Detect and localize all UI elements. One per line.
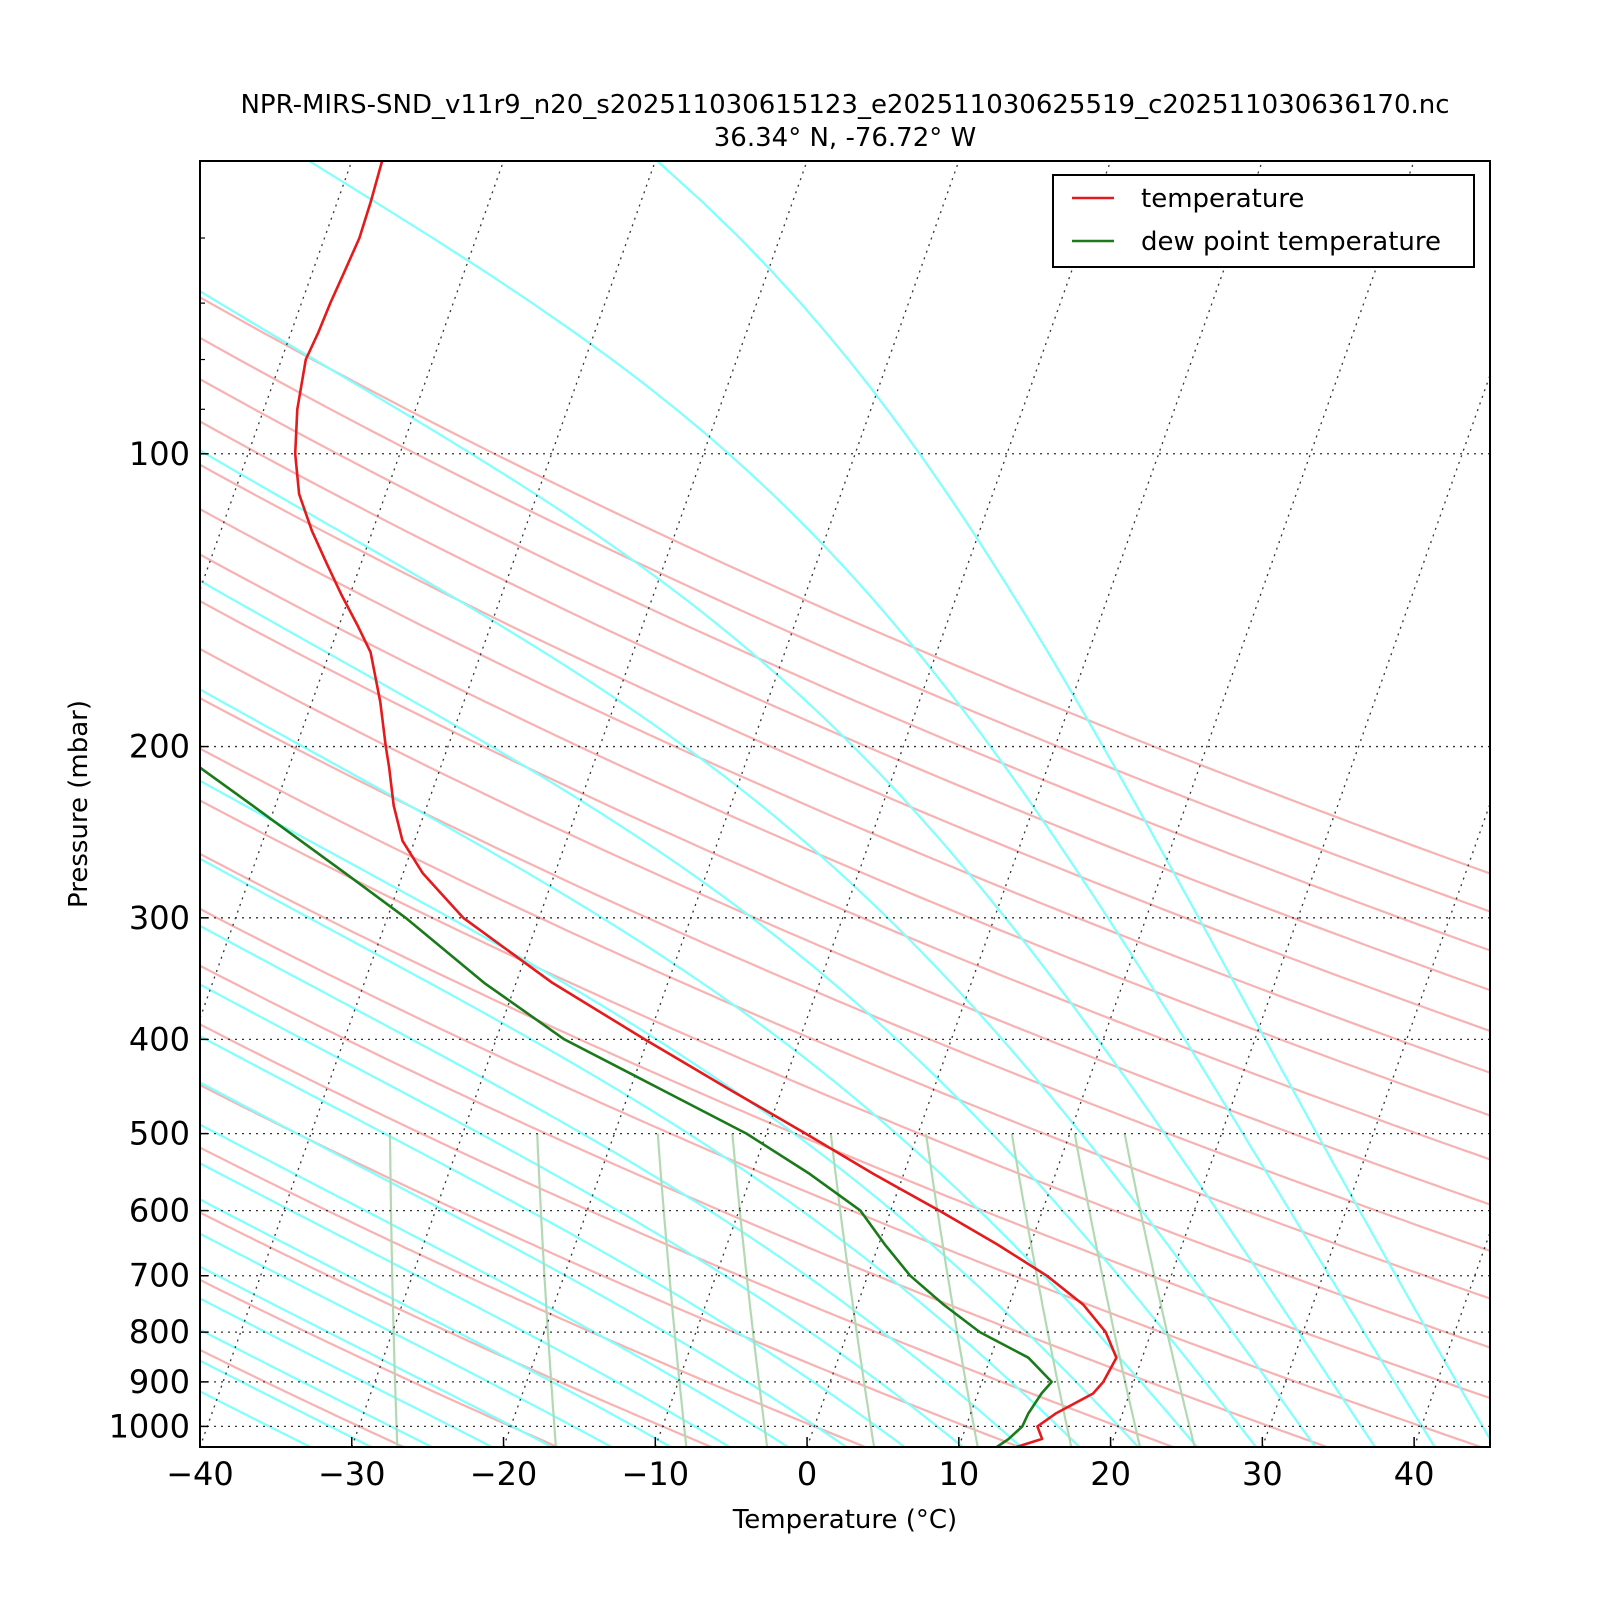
dry-adiabat-line — [200, 747, 1490, 1300]
legend-label-temperature: temperature — [1141, 184, 1304, 214]
plot-frame — [199, 160, 1491, 1448]
y-axis: 100 200 300 400 500 600 700 800 900 1000 — [109, 160, 208, 1445]
isotherm-line — [200, 161, 201, 163]
y-tick-label: 1000 — [109, 1407, 190, 1445]
dry-adiabat-line — [200, 420, 1490, 992]
mixing-ratio-line — [924, 1133, 979, 1447]
mixing-ratio-line — [1073, 1133, 1142, 1447]
dry-adiabat-line — [200, 599, 1490, 1161]
temperature-line — [293, 161, 1118, 1447]
moist-adiabat-line — [200, 290, 1376, 1447]
isotherm-line — [502, 161, 960, 1447]
moist-adiabat-line — [308, 161, 1436, 1447]
moist-adiabat-line — [200, 1328, 433, 1447]
x-tick-label: 30 — [1242, 1455, 1283, 1493]
isotherm-line — [1261, 802, 1490, 1447]
mixing-ratio-line — [388, 1133, 399, 1447]
moist-adiabat-line — [656, 161, 1490, 1442]
dry-adiabat-line — [200, 296, 1490, 875]
data-series — [200, 161, 1118, 1447]
legend-box — [1052, 174, 1475, 268]
x-tick-label: 10 — [938, 1455, 979, 1493]
dry-adiabat-line — [200, 1146, 866, 1447]
dry-adiabat-line — [200, 696, 1490, 1253]
y-tick-label: 100 — [129, 435, 190, 473]
x-axis: −40 −30 −20 −10 0 10 20 30 40 — [166, 1437, 1434, 1493]
x-tick-label: 20 — [1090, 1455, 1131, 1493]
moist-adiabat-line — [200, 1297, 493, 1447]
moist-adiabat-line — [200, 857, 1081, 1447]
mixing-ratio-line — [731, 1133, 769, 1447]
x-tick-label: −40 — [166, 1455, 234, 1493]
moist-adiabat-line — [200, 579, 1257, 1447]
moist-adiabat-line — [200, 449, 1317, 1447]
y-tick-label: 700 — [129, 1257, 190, 1295]
dry-adiabat-line — [200, 852, 1490, 1400]
y-axis-label: Pressure (mbar) — [64, 700, 94, 908]
y-tick-label: 900 — [129, 1363, 190, 1401]
moist-adiabat-line — [200, 688, 1198, 1447]
moist-adiabat-line — [200, 1265, 553, 1447]
x-tick-label: 40 — [1394, 1455, 1435, 1493]
moist-adiabat-line — [200, 983, 964, 1447]
x-tick-label: −10 — [622, 1455, 690, 1493]
dry-adiabat-line — [200, 1211, 712, 1447]
isotherm-line — [654, 161, 1112, 1447]
dry-adiabat-line — [200, 1023, 1174, 1447]
background-lines — [0, 161, 1600, 1447]
mixing-ratio-line — [829, 1133, 876, 1447]
moist-adiabat-line — [200, 1359, 372, 1447]
x-axis-label: Temperature (°C) — [732, 1505, 957, 1535]
moist-adiabat-line — [200, 1232, 612, 1447]
chart-title: NPR-MIRS-SND_v11r9_n20_s202511030615123_… — [240, 90, 1449, 120]
chart-subtitle: 36.34° N, -76.72° W — [714, 123, 976, 153]
moist-adiabat-line — [200, 1162, 730, 1447]
mixing-ratio-line — [1010, 1133, 1073, 1447]
x-tick-label: −20 — [470, 1455, 538, 1493]
isotherm-line — [806, 161, 1263, 1447]
y-tick-label: 500 — [129, 1115, 190, 1153]
mixing-ratio-line — [656, 1133, 688, 1447]
dry-adiabat-line — [200, 463, 1490, 1033]
mixing-ratio-line — [1123, 1133, 1196, 1447]
moist-adiabat-line — [200, 779, 1139, 1447]
dry-adiabat-line — [200, 964, 1328, 1447]
moist-adiabat-line — [200, 924, 1022, 1447]
dry-adiabat-line — [200, 336, 1490, 913]
y-tick-label: 800 — [129, 1313, 190, 1351]
x-tick-label: 0 — [797, 1455, 817, 1493]
dry-adiabat-line — [200, 507, 1490, 1074]
moist-adiabat-line — [200, 1034, 906, 1447]
dry-adiabat-line — [200, 907, 1482, 1447]
dry-adiabat-line — [200, 1348, 405, 1447]
isotherm-line — [1413, 1230, 1490, 1447]
isotherm-line — [200, 161, 353, 592]
dry-adiabat-line — [200, 1083, 1020, 1447]
legend-label-dewpoint: dew point temperature — [1141, 227, 1441, 257]
y-tick-label: 200 — [129, 728, 190, 766]
isotherm-line — [200, 161, 505, 1021]
moist-adiabat-line — [200, 1081, 847, 1447]
y-tick-label: 400 — [129, 1020, 190, 1058]
isotherm-line — [1566, 161, 1600, 1447]
isotherm-line — [0, 161, 48, 1447]
dewpoint-line — [200, 766, 1053, 1447]
isotherm-line — [958, 161, 1415, 1447]
isotherm-line — [351, 161, 808, 1447]
y-tick-label: 300 — [129, 899, 190, 937]
x-tick-label: −30 — [318, 1455, 386, 1493]
legend: temperature dew point temperature — [1052, 174, 1475, 268]
y-tick-label: 600 — [129, 1192, 190, 1230]
dry-adiabat-line — [200, 647, 1490, 1206]
isotherm-line — [1109, 373, 1490, 1447]
mixing-ratio-line — [536, 1133, 557, 1447]
dry-adiabat-line — [200, 377, 1490, 952]
dry-adiabat-line — [200, 553, 1490, 1117]
